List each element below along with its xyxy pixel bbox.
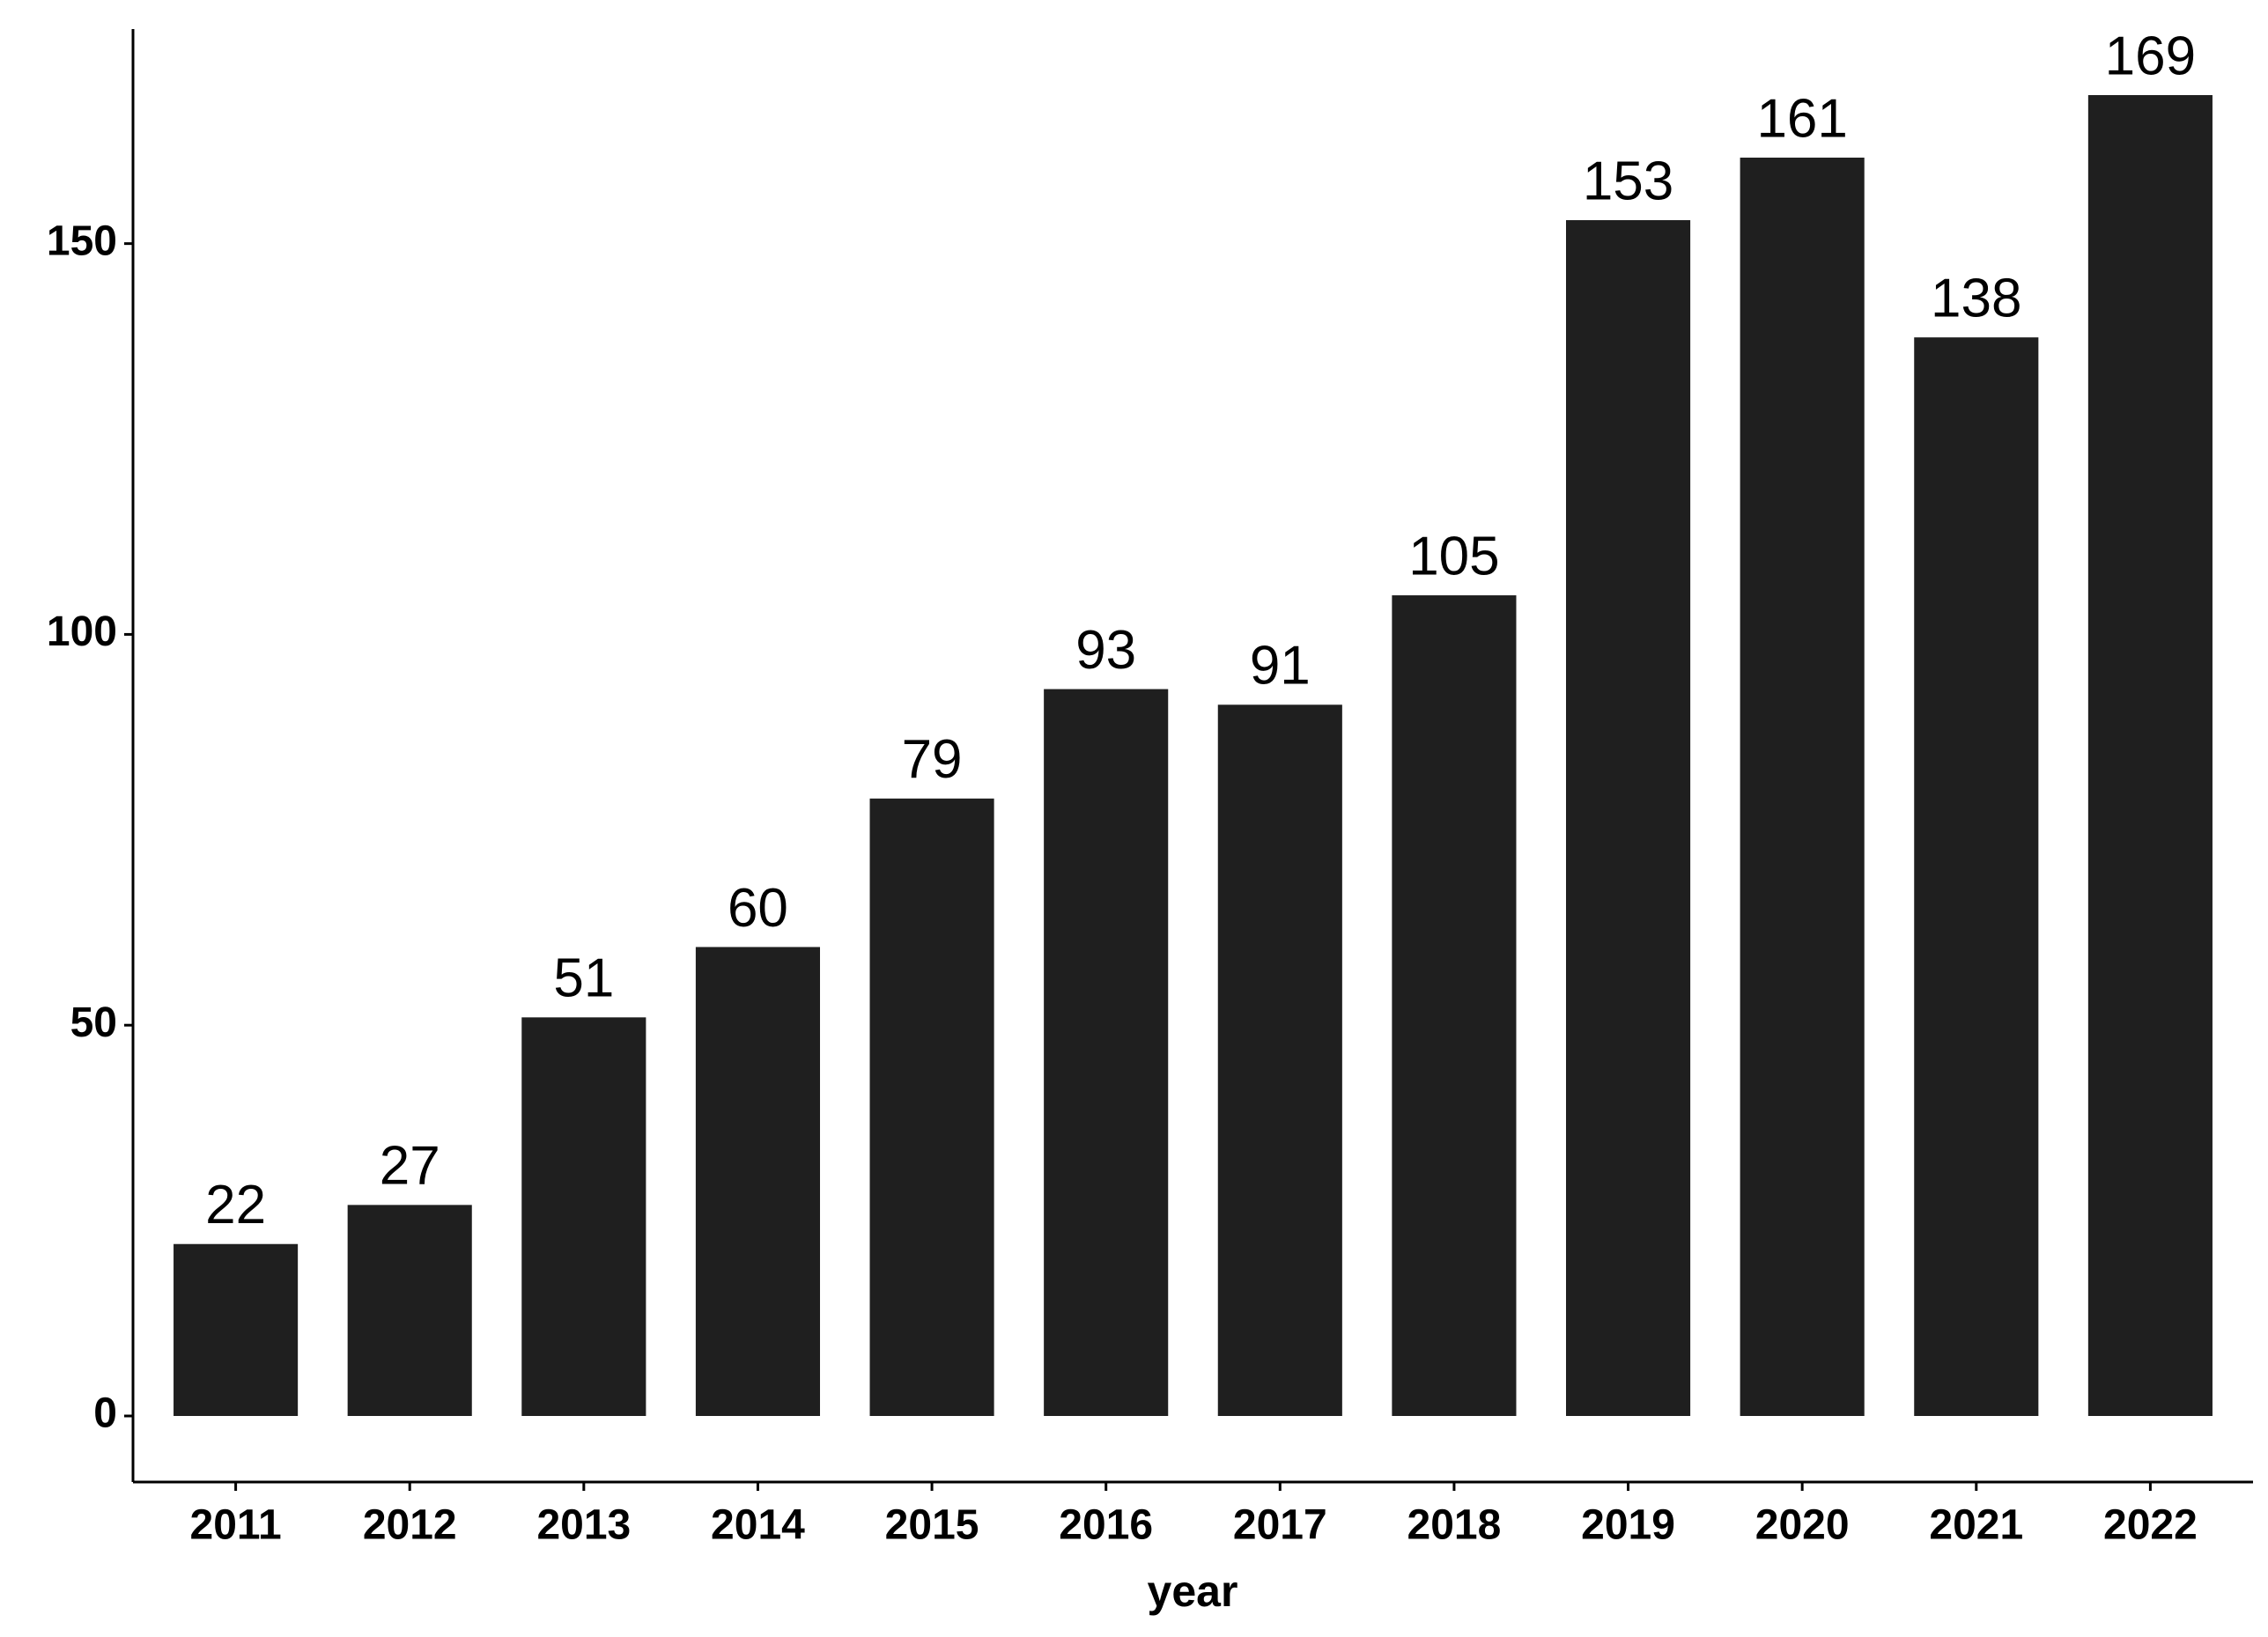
y-tick-label: 150 — [47, 218, 117, 264]
bar — [2087, 95, 2213, 1416]
value-label: 79 — [902, 729, 963, 790]
value-label: 153 — [1583, 151, 1673, 211]
value-label: 138 — [1931, 269, 2021, 329]
x-tick-label: 2017 — [1233, 1502, 1327, 1549]
x-tick-label: 2011 — [190, 1502, 282, 1549]
bar — [1565, 220, 1691, 1416]
y-tick-label: 50 — [70, 999, 117, 1046]
bar — [1044, 689, 1169, 1416]
bar — [521, 1017, 646, 1416]
bar — [1217, 704, 1342, 1416]
bar — [1740, 158, 1865, 1417]
bar — [174, 1243, 299, 1416]
x-tick-label: 2022 — [2103, 1502, 2198, 1549]
x-tick-label: 2016 — [1059, 1502, 1153, 1549]
bar — [347, 1205, 472, 1416]
value-label: 161 — [1756, 88, 1847, 149]
value-label: 91 — [1250, 636, 1311, 697]
value-label: 169 — [2105, 26, 2196, 86]
x-tick-label: 2015 — [885, 1502, 979, 1549]
bar — [1914, 337, 2039, 1416]
value-label: 22 — [205, 1175, 266, 1235]
y-tick-label: 0 — [93, 1390, 117, 1437]
x-tick-label: 2013 — [536, 1502, 631, 1549]
x-tick-label: 2021 — [1929, 1502, 2023, 1549]
value-label: 93 — [1075, 620, 1136, 681]
x-tick-label: 2012 — [363, 1502, 457, 1549]
x-tick-label: 2014 — [711, 1502, 805, 1549]
value-label: 105 — [1408, 526, 1499, 586]
value-label: 27 — [380, 1136, 440, 1197]
x-tick-label: 2020 — [1755, 1502, 1850, 1549]
bar — [695, 947, 821, 1416]
x-tick-label: 2018 — [1407, 1502, 1502, 1549]
y-tick-label: 100 — [47, 608, 117, 655]
bar — [1392, 595, 1517, 1416]
bar — [869, 798, 994, 1416]
x-axis-title: year — [1148, 1567, 1238, 1616]
x-tick-label: 2019 — [1581, 1502, 1675, 1549]
value-label: 60 — [728, 878, 788, 939]
value-label: 51 — [553, 948, 614, 1009]
